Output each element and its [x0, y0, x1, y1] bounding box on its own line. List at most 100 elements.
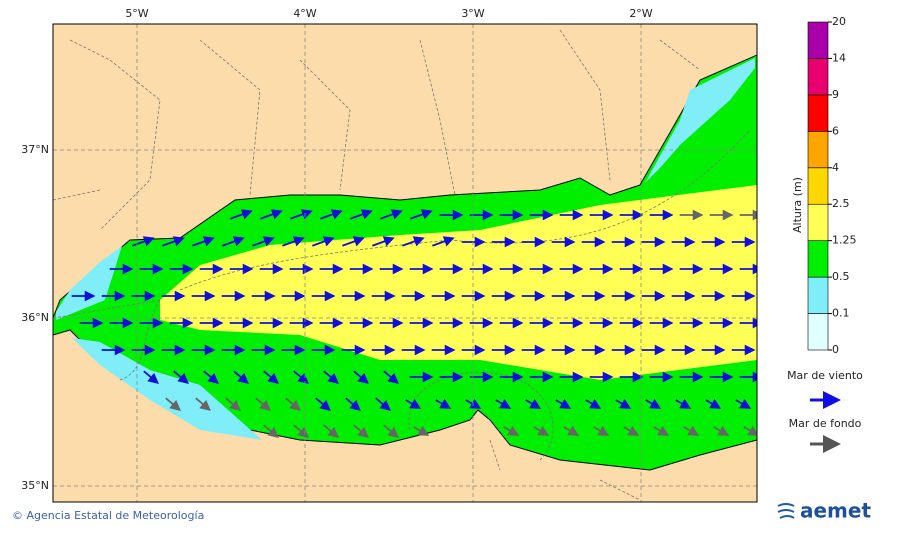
colorbar-title: Altura (m) [791, 177, 804, 233]
cyan-zone [56, 246, 122, 320]
wave-arrow [563, 425, 580, 436]
wave-arrow [380, 209, 403, 220]
colorbar-label: 0.5 [832, 270, 850, 283]
wave-arrow [260, 209, 283, 220]
wave-arrow [372, 236, 395, 247]
colorbar-band [807, 131, 829, 169]
wave-arrow [263, 370, 279, 384]
logo: aemet [800, 499, 871, 523]
wave-arrow [203, 370, 219, 384]
graticule [52, 23, 758, 503]
wave-arrow [593, 425, 610, 436]
wave-arrow [735, 398, 752, 409]
wave-arrow [282, 236, 305, 247]
colorbar: 0 0.1 0.5 1.25 2.5 4 6 9 14 20 [807, 15, 857, 356]
lat-label: 37°N [21, 143, 49, 156]
wave-arrow [255, 397, 271, 411]
cyan-zone [645, 58, 755, 183]
wave-arrow [222, 236, 245, 247]
colorbar-label: 0 [832, 343, 839, 356]
colorbar-band [807, 313, 829, 351]
colorbar-band [807, 21, 829, 59]
wave-arrow [263, 424, 279, 438]
wave-arrow [312, 236, 335, 247]
colorbar-band [807, 167, 829, 205]
wave-arrow [402, 236, 425, 247]
colorbar-label: 20 [832, 15, 846, 28]
colorbar-label: 6 [832, 124, 839, 137]
colorbar-label: 14 [832, 51, 846, 64]
wave-arrow [713, 425, 730, 436]
cyan-zone [72, 338, 262, 440]
wave-arrow [293, 370, 309, 384]
wave-arrow [615, 398, 632, 409]
wave-arrow [315, 397, 331, 411]
colorbar-band [807, 58, 829, 96]
wave-arrow [383, 370, 399, 384]
wave-arrow [195, 397, 211, 411]
legend-label: Mar de viento [787, 369, 863, 382]
lat-label: 36°N [21, 311, 49, 324]
colorbar-band [807, 94, 829, 132]
wave-arrow [432, 236, 455, 247]
province-border [53, 29, 701, 501]
wave-arrow [225, 397, 241, 411]
wave-arrow [525, 398, 542, 409]
wave-arrow [252, 236, 275, 247]
lon-label: 5°W [125, 7, 148, 20]
wave-arrow [285, 397, 301, 411]
wave-arrow [345, 397, 361, 411]
wave-arrow [375, 397, 391, 411]
wave-arrow [323, 370, 339, 384]
wave-arrow [233, 370, 249, 384]
wave-arrow [143, 370, 159, 384]
colorbar-label: 4 [832, 161, 839, 174]
credit: © Agencia Estatal de Meteorología [12, 509, 204, 522]
wave-arrow [683, 425, 700, 436]
wave-arrow [132, 236, 155, 247]
wave-arrow [353, 424, 369, 438]
wave-arrow [383, 424, 399, 438]
wave-arrow [162, 236, 185, 247]
colorbar-label: 9 [832, 88, 839, 101]
colorbar-band [807, 203, 829, 241]
yellow-zone [160, 185, 757, 380]
colorbar-band [807, 240, 829, 278]
wave-arrow [230, 209, 253, 220]
wave-arrow [585, 398, 602, 409]
lat-label: 35°N [21, 479, 49, 492]
lon-label: 4°W [293, 7, 316, 20]
colorbar-band [807, 276, 829, 314]
colorbar-label: 0.1 [832, 307, 850, 320]
wave-arrow [165, 397, 181, 411]
wave-arrow [342, 236, 365, 247]
wave-arrow [293, 424, 309, 438]
colorbar-label: 1.25 [832, 234, 857, 247]
wave-arrow [645, 398, 662, 409]
wave-arrow [405, 398, 422, 409]
lon-label: 3°W [461, 7, 484, 20]
legend-label: Mar de fondo [789, 417, 862, 430]
wave-arrow [192, 236, 215, 247]
wave-arrow [290, 209, 313, 220]
lon-label: 2°W [629, 7, 652, 20]
wave-arrow [653, 425, 670, 436]
arrows [71, 209, 757, 438]
wave-arrow [323, 424, 339, 438]
colorbar-label: 2.5 [832, 197, 850, 210]
wave-arrow [675, 398, 692, 409]
zone-border [53, 129, 751, 461]
wave-arrow [320, 209, 343, 220]
logo-icon [777, 503, 795, 519]
wave-arrow [555, 398, 572, 409]
wave-arrow [533, 425, 550, 436]
wave-arrow [350, 209, 373, 220]
wave-arrow [743, 425, 757, 436]
wave-arrow [173, 370, 189, 384]
wave-arrow [353, 370, 369, 384]
wave-arrow [495, 398, 512, 409]
wave-arrow [413, 425, 430, 436]
wave-arrow [503, 425, 520, 436]
map [53, 24, 757, 502]
